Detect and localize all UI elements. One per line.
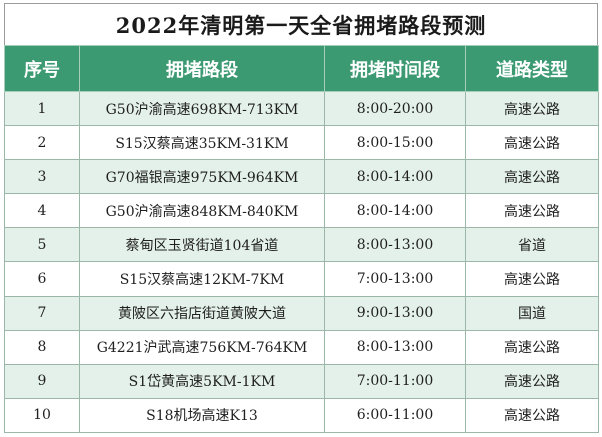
table-row: 5 蔡甸区玉贤街道104省道 8:00-13:00 省道 [4,227,599,263]
road-section-cell: 黄陂区六指店街道黄陂大道 [79,295,325,331]
table-row: 3 G70福银高速975KM-964KM 8:00-14:00 高速公路 [4,159,599,195]
table-row: 6 S15汉蔡高速12KM-7KM 7:00-13:00 高速公路 [4,261,599,297]
time-period-cell: 8:00-15:00 [324,125,466,161]
time-period-cell: 8:00-14:00 [324,159,466,195]
road-type-cell: 高速公路 [465,125,599,161]
time-period-cell: 8:00-13:00 [324,329,466,365]
header-number: 序号 [4,45,80,92]
congestion-forecast-table-frame: 2022年清明第一天全省拥堵路段预测 序号 拥堵路段 拥堵时间段 道路类型 1 … [4,3,599,433]
time-period-cell: 8:00-13:00 [324,227,466,263]
header-time-period: 拥堵时间段 [324,45,466,92]
road-type-cell: 高速公路 [465,159,599,195]
road-type-cell: 国道 [465,295,599,331]
road-type-cell: 高速公路 [465,90,599,127]
table-row: 8 G4221沪武高速756KM-764KM 8:00-13:00 高速公路 [4,329,599,365]
table-row: 7 黄陂区六指店街道黄陂大道 9:00-13:00 国道 [4,295,599,331]
road-section-cell: G50沪渝高速848KM-840KM [79,193,325,229]
table-title: 2022年清明第一天全省拥堵路段预测 [4,3,598,45]
header-road-section: 拥堵路段 [79,45,325,92]
table-row: 10 S18机场高速K13 6:00-11:00 高速公路 [4,397,599,433]
row-number: 9 [4,363,80,399]
header-row: 序号 拥堵路段 拥堵时间段 道路类型 [4,45,599,92]
table-row: 4 G50沪渝高速848KM-840KM 8:00-14:00 高速公路 [4,193,599,229]
road-section-cell: S18机场高速K13 [79,397,325,433]
road-type-cell: 高速公路 [465,397,599,433]
row-number: 7 [4,295,80,331]
road-type-cell: 省道 [465,227,599,263]
congestion-table: 序号 拥堵路段 拥堵时间段 道路类型 1 G50沪渝高速698KM-713KM … [4,45,599,433]
road-type-cell: 高速公路 [465,329,599,365]
row-number: 3 [4,159,80,195]
road-section-cell: G70福银高速975KM-964KM [79,159,325,195]
row-number: 10 [4,397,80,433]
row-number: 5 [4,227,80,263]
road-section-cell: 蔡甸区玉贤街道104省道 [79,227,325,263]
time-period-cell: 7:00-11:00 [324,363,466,399]
row-number: 2 [4,125,80,161]
header-road-type: 道路类型 [465,45,599,92]
row-number: 8 [4,329,80,365]
road-section-cell: S1岱黄高速5KM-1KM [79,363,325,399]
row-number: 1 [4,90,80,127]
time-period-cell: 8:00-14:00 [324,193,466,229]
road-section-cell: S15汉蔡高速35KM-31KM [79,125,325,161]
time-period-cell: 6:00-11:00 [324,397,466,433]
time-period-cell: 8:00-20:00 [324,90,466,127]
road-section-cell: G50沪渝高速698KM-713KM [79,90,325,127]
table-row: 9 S1岱黄高速5KM-1KM 7:00-11:00 高速公路 [4,363,599,399]
road-section-cell: S15汉蔡高速12KM-7KM [79,261,325,297]
time-period-cell: 7:00-13:00 [324,261,466,297]
road-type-cell: 高速公路 [465,193,599,229]
table-row: 1 G50沪渝高速698KM-713KM 8:00-20:00 高速公路 [4,90,599,127]
road-section-cell: G4221沪武高速756KM-764KM [79,329,325,365]
row-number: 6 [4,261,80,297]
road-type-cell: 高速公路 [465,261,599,297]
table-row: 2 S15汉蔡高速35KM-31KM 8:00-15:00 高速公路 [4,125,599,161]
road-type-cell: 高速公路 [465,363,599,399]
time-period-cell: 9:00-13:00 [324,295,466,331]
row-number: 4 [4,193,80,229]
